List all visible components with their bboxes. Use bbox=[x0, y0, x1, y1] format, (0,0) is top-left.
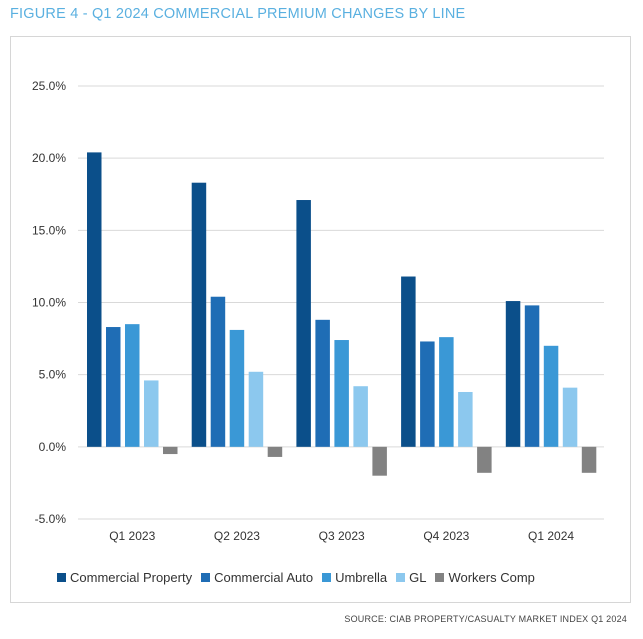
bar-workers-comp-q1-2024 bbox=[581, 446, 597, 473]
gridlines bbox=[78, 85, 604, 520]
bar-gl-q2-2023 bbox=[248, 371, 264, 447]
bar-commercial-property-q1-2024 bbox=[505, 301, 521, 447]
legend-label: Workers Comp bbox=[448, 570, 535, 585]
bar-commercial-property-q1-2023 bbox=[87, 152, 102, 447]
bar-umbrella-q1-2023 bbox=[125, 324, 140, 447]
bar-commercial-property-q3-2023 bbox=[296, 200, 311, 447]
bar-workers-comp-q1-2023 bbox=[163, 446, 178, 455]
x-tick-label: Q1 2024 bbox=[528, 529, 574, 543]
x-axis-labels: Q1 2023 Q2 2023 Q3 2023 Q4 2023 Q1 2024 bbox=[109, 529, 574, 543]
x-tick-label: Q2 2023 bbox=[214, 529, 260, 543]
bar-gl-q1-2023 bbox=[144, 380, 159, 447]
figure-title: FIGURE 4 - Q1 2024 COMMERCIAL PREMIUM CH… bbox=[10, 6, 466, 22]
x-tick-label: Q4 2023 bbox=[423, 529, 469, 543]
legend-item: Workers Comp bbox=[435, 570, 535, 585]
legend-label: Umbrella bbox=[335, 570, 388, 585]
bar-umbrella-q3-2023 bbox=[334, 340, 349, 447]
x-tick-label: Q1 2023 bbox=[109, 529, 155, 543]
legend-swatch bbox=[322, 573, 332, 582]
legend-item: Umbrella bbox=[322, 570, 387, 585]
bars bbox=[87, 152, 597, 476]
y-tick-label: 15.0% bbox=[32, 223, 66, 237]
chart-frame bbox=[10, 36, 631, 603]
bar-workers-comp-q3-2023 bbox=[372, 446, 387, 476]
legend-label: GL bbox=[409, 570, 427, 585]
bar-commercial-auto-q1-2024 bbox=[524, 305, 540, 447]
bar-chart: 25.0% 20.0% 15.0% 10.0% 5.0% 0.0% -5.0% Q1 202… bbox=[32, 79, 604, 543]
bar-commercial-auto-q3-2023 bbox=[315, 319, 330, 447]
legend-swatch bbox=[201, 573, 211, 582]
y-tick-label: 25.0% bbox=[32, 79, 66, 93]
bar-gl-q4-2023 bbox=[458, 391, 473, 447]
bar-commercial-property-q2-2023 bbox=[191, 182, 207, 447]
legend-swatch bbox=[396, 573, 406, 582]
legend-item: GL bbox=[396, 570, 426, 585]
bar-workers-comp-q2-2023 bbox=[267, 446, 283, 457]
legend: Commercial Property Commercial Auto Umbrel… bbox=[57, 570, 544, 585]
legend-item: Commercial Auto bbox=[201, 570, 313, 585]
bar-commercial-auto-q2-2023 bbox=[210, 296, 226, 447]
bar-commercial-auto-q1-2023 bbox=[106, 327, 121, 447]
y-tick-label: -5.0% bbox=[35, 512, 67, 526]
bar-commercial-property-q4-2023 bbox=[401, 276, 416, 447]
source-note: SOURCE: CIAB PROPERTY/CASUALTY MARKET IN… bbox=[344, 614, 627, 624]
bar-commercial-auto-q4-2023 bbox=[420, 341, 435, 447]
legend-swatch bbox=[57, 573, 66, 582]
bar-umbrella-q1-2024 bbox=[543, 345, 559, 447]
legend-label: Commercial Property bbox=[70, 570, 193, 585]
y-tick-label: 5.0% bbox=[39, 368, 67, 382]
bar-umbrella-q2-2023 bbox=[229, 329, 245, 447]
legend-item: Commercial Property bbox=[57, 570, 192, 585]
y-tick-label: 0.0% bbox=[39, 440, 67, 454]
legend-label: Commercial Auto bbox=[214, 570, 314, 585]
y-tick-label: 10.0% bbox=[32, 296, 66, 310]
y-axis-labels: 25.0% 20.0% 15.0% 10.0% 5.0% 0.0% -5.0% bbox=[32, 79, 66, 526]
y-tick-label: 20.0% bbox=[32, 151, 66, 165]
bar-gl-q3-2023 bbox=[353, 386, 368, 447]
x-tick-label: Q3 2023 bbox=[319, 529, 365, 543]
bar-workers-comp-q4-2023 bbox=[477, 446, 492, 473]
legend-swatch bbox=[435, 573, 445, 582]
bar-umbrella-q4-2023 bbox=[439, 337, 454, 447]
bar-gl-q1-2024 bbox=[562, 387, 578, 447]
